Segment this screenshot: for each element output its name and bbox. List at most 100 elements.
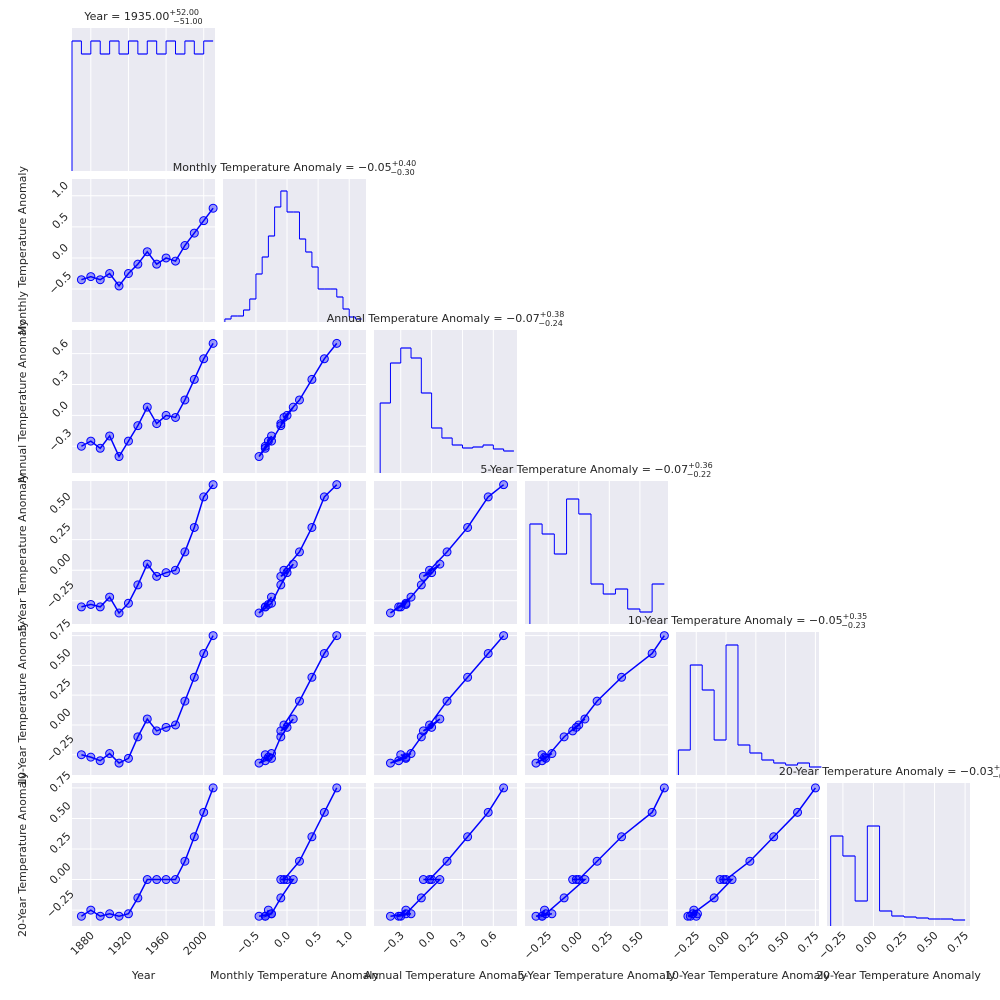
x-tick-label: 0.00	[558, 929, 585, 956]
sample-point	[114, 758, 124, 768]
sample-point	[659, 783, 669, 793]
panel-background	[72, 632, 215, 775]
sample-point	[307, 522, 317, 532]
sample-point	[133, 893, 143, 903]
sample-point	[161, 722, 171, 732]
sample-point	[401, 753, 411, 763]
sample-point	[133, 732, 143, 742]
y-tick-label: 0.50	[47, 799, 74, 826]
sample-point	[574, 875, 584, 885]
y-axis-label: 20-Year Temperature Anomaly	[16, 772, 29, 937]
sample-point	[180, 696, 190, 706]
sample-point	[142, 402, 152, 412]
y-tick-label: 0.75	[47, 616, 74, 643]
sample-point	[425, 720, 435, 730]
title-main: 5-Year Temperature Anomaly = −0.07	[480, 463, 688, 476]
sample-point	[547, 749, 557, 759]
sample-point	[719, 875, 729, 885]
panel-background	[72, 28, 215, 171]
sample-point	[499, 783, 509, 793]
sample-point	[123, 909, 133, 919]
y-tick-label: 0.75	[47, 769, 74, 796]
sample-point	[499, 480, 509, 490]
sample-point	[86, 752, 96, 762]
sample-point	[294, 856, 304, 866]
y-axis-label: 5-Year Temperature Anomaly	[16, 473, 29, 631]
sample-point	[266, 592, 276, 602]
sample-point	[161, 568, 171, 578]
sample-point	[683, 911, 693, 921]
x-tick-label: 0.25	[589, 929, 616, 956]
sample-point	[208, 783, 218, 793]
x-tick-label: −0.25	[669, 929, 702, 962]
y-tick-label: 0.50	[47, 490, 74, 517]
sample-point	[279, 565, 289, 575]
x-tick-label: 0.25	[735, 929, 762, 956]
density-ridge	[81, 484, 214, 615]
title-minus: −0.30	[390, 168, 415, 177]
panel-background	[525, 783, 668, 926]
title-plus: +0.36	[688, 461, 713, 470]
x-axis-label: Monthly Temperature Anomaly	[210, 969, 379, 982]
y-tick-label: 0.0	[50, 399, 72, 421]
sample-point	[745, 856, 755, 866]
panel-title: 5-Year Temperature Anomaly = −0.07+0.36−…	[480, 461, 712, 479]
sample-point	[86, 272, 96, 282]
title-main: Monthly Temperature Anomaly = −0.05	[173, 161, 392, 174]
sample-point	[547, 909, 557, 919]
sample-point	[199, 807, 209, 817]
panel-background	[223, 632, 366, 775]
sample-point	[189, 522, 199, 532]
sample-point	[260, 443, 270, 453]
sample-point	[463, 522, 473, 532]
sample-point	[709, 893, 719, 903]
density-ridge	[80, 787, 214, 918]
sample-point	[319, 354, 329, 364]
panel-background	[827, 783, 970, 926]
sample-point	[208, 631, 218, 641]
x-tick-label: −0.25	[521, 929, 554, 962]
sample-point	[123, 436, 133, 446]
panel-background	[374, 330, 517, 473]
density-ridge	[81, 342, 214, 459]
sample-point	[76, 911, 86, 921]
title-minus: −0.21	[992, 772, 1000, 781]
sample-point	[133, 259, 143, 269]
sample-point	[580, 714, 590, 724]
sample-point	[288, 714, 298, 724]
sample-point	[161, 875, 171, 885]
sample-point	[332, 631, 342, 641]
sample-point	[152, 726, 162, 736]
y-tick-label: −0.3	[46, 426, 74, 454]
sample-point	[541, 909, 551, 919]
sample-point	[401, 598, 411, 608]
sample-point	[425, 875, 435, 885]
sample-point	[95, 443, 105, 453]
sample-point	[208, 338, 218, 348]
sample-point	[142, 875, 152, 885]
sample-point	[208, 203, 218, 213]
x-tick-label: 0.3	[447, 929, 469, 951]
x-tick-label: 0.50	[619, 929, 646, 956]
sample-point	[95, 275, 105, 285]
sample-point	[142, 559, 152, 569]
sample-point	[416, 580, 426, 590]
title-main: Year = 1935.00	[83, 10, 169, 23]
sample-point	[86, 599, 96, 609]
panel-title: Annual Temperature Anomaly = −0.07+0.38−…	[327, 310, 565, 328]
x-tick-label: 1960	[143, 929, 172, 958]
sample-point	[294, 696, 304, 706]
sample-point	[170, 256, 180, 266]
sample-point	[170, 720, 180, 730]
sample-point	[199, 492, 209, 502]
sample-point	[76, 750, 86, 760]
sample-point	[276, 893, 286, 903]
y-tick-label: 0.00	[47, 860, 74, 887]
sample-point	[769, 832, 779, 842]
x-tick-label: 0.50	[765, 929, 792, 956]
sample-point	[617, 672, 627, 682]
title-main: 20-Year Temperature Anomaly = −0.03	[779, 765, 994, 778]
x-tick-label: −0.3	[379, 929, 407, 957]
sample-point	[531, 758, 541, 768]
sample-point	[592, 696, 602, 706]
